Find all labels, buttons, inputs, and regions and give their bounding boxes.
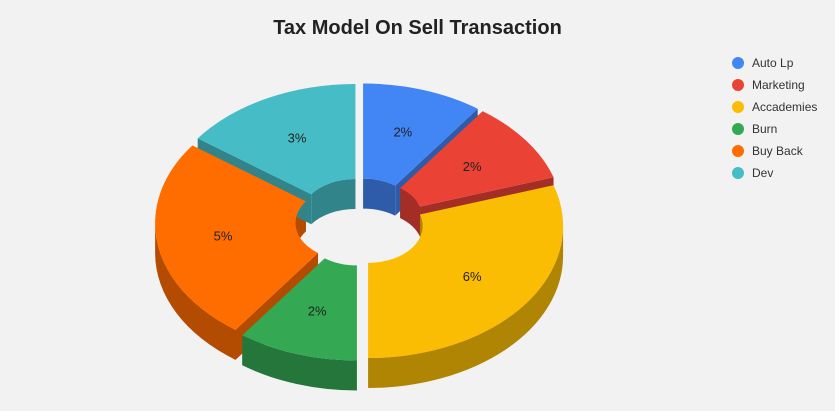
slice-burn[interactable] bbox=[242, 258, 357, 361]
legend-swatch bbox=[732, 101, 744, 113]
legend-label: Dev bbox=[752, 166, 774, 180]
legend-label: Buy Back bbox=[752, 144, 803, 158]
slice-label-4: 5% bbox=[214, 229, 233, 244]
chart-title: Tax Model On Sell Transaction bbox=[273, 17, 562, 39]
legend-swatch bbox=[732, 123, 744, 135]
legend-item-marketing[interactable]: Marketing bbox=[732, 74, 817, 96]
slice-inner-5-0 bbox=[311, 179, 356, 225]
slice-marketing[interactable] bbox=[400, 111, 554, 207]
slice-label-0: 2% bbox=[393, 125, 412, 140]
legend-item-buy-back[interactable]: Buy Back bbox=[732, 140, 817, 162]
legend-item-burn[interactable]: Burn bbox=[732, 118, 817, 140]
legend-item-accademies[interactable]: Accademies bbox=[732, 96, 817, 118]
slice-inner-0-0 bbox=[363, 178, 396, 216]
slice-label-3: 2% bbox=[308, 303, 327, 318]
slice-auto-lp[interactable] bbox=[363, 83, 478, 186]
legend-label: Auto Lp bbox=[752, 56, 794, 70]
slice-label-2: 6% bbox=[463, 269, 482, 284]
slice-side-2 bbox=[368, 225, 564, 388]
slice-side-3 bbox=[242, 335, 357, 391]
legend-swatch bbox=[732, 57, 744, 69]
legend-label: Marketing bbox=[752, 78, 805, 92]
legend-swatch bbox=[732, 79, 744, 91]
legend-label: Burn bbox=[752, 122, 778, 136]
legend: Auto Lp Marketing Accademies Burn Buy Back De… bbox=[732, 52, 817, 184]
legend-swatch bbox=[732, 145, 744, 157]
legend-swatch bbox=[732, 167, 744, 179]
legend-label: Accademies bbox=[752, 100, 818, 114]
legend-item-dev[interactable]: Dev bbox=[732, 162, 817, 184]
slice-label-1: 2% bbox=[463, 159, 482, 174]
slice-label-5: 3% bbox=[288, 130, 307, 145]
slice-accademies[interactable] bbox=[368, 185, 564, 358]
legend-item-auto-lp[interactable]: Auto Lp bbox=[732, 52, 817, 74]
slice-side-4 bbox=[155, 223, 236, 360]
slice-dev[interactable] bbox=[197, 83, 356, 195]
slice-buy-back[interactable] bbox=[155, 145, 319, 330]
